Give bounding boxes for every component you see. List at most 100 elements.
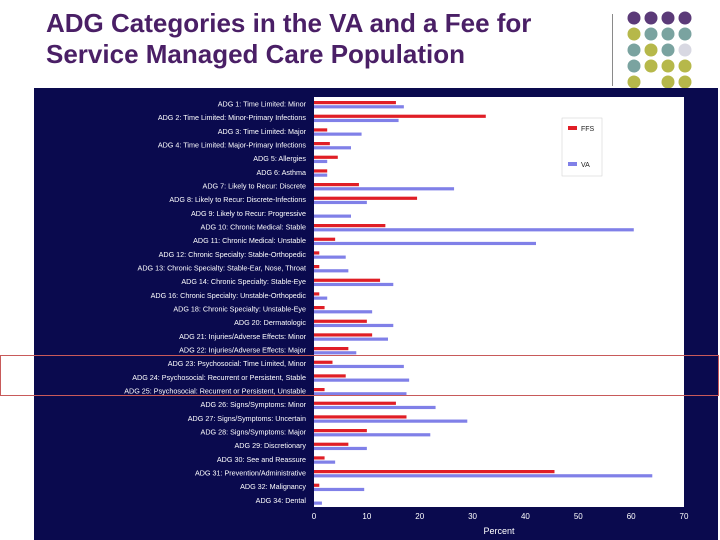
category-label: ADG 16: Chronic Specialty: Unstable-Orth… — [151, 291, 307, 300]
category-label: ADG 34: Dental — [256, 496, 307, 505]
x-tick-label: 30 — [468, 512, 477, 521]
x-tick-label: 70 — [680, 512, 689, 521]
category-label: ADG 9: Likely to Recur: Progressive — [191, 209, 306, 218]
bar-ffs-21 — [314, 388, 325, 392]
x-tick-label: 0 — [312, 512, 317, 521]
decorative-dot — [678, 11, 692, 25]
legend-swatch-ffs — [568, 126, 577, 130]
decorative-dot — [627, 59, 641, 73]
category-label: ADG 32: Malignancy — [240, 482, 306, 491]
x-tick-label: 60 — [627, 512, 636, 521]
bar-ffs-23 — [314, 415, 407, 419]
category-label: ADG 18: Chronic Specialty: Unstable-Eye — [173, 305, 306, 314]
category-label: ADG 22: Injuries/Adverse Effects: Major — [179, 346, 307, 355]
category-label: ADG 28: Signs/Symptoms: Major — [201, 428, 307, 437]
bar-va-24 — [314, 433, 431, 437]
bar-va-6 — [314, 187, 455, 191]
bar-ffs-28 — [314, 483, 320, 487]
bar-ffs-19 — [314, 360, 333, 364]
decorative-dot — [644, 11, 658, 25]
bar-ffs-15 — [314, 306, 325, 310]
bar-va-27 — [314, 474, 653, 478]
category-label: ADG 7: Likely to Recur: Discrete — [203, 182, 306, 191]
bar-va-9 — [314, 228, 634, 232]
category-label: ADG 2: Time Limited: Minor-Primary Infec… — [158, 113, 307, 122]
category-label: ADG 23: Psychosocial: Time Limited, Mino… — [168, 359, 307, 368]
category-label: ADG 24: Psychosocial: Recurrent or Persi… — [132, 373, 306, 382]
bar-chart: ADG 1: Time Limited: Minor ADG 2: Time Li… — [34, 88, 718, 540]
bar-va-25 — [314, 446, 367, 451]
category-label: ADG 4: Time Limited: Major-Primary Infec… — [158, 141, 307, 150]
bar-va-17 — [314, 337, 388, 341]
category-label: ADG 13: Chronic Specialty: Stable-Ear, N… — [138, 264, 306, 273]
category-label: ADG 3: Time Limited: Major — [218, 127, 307, 136]
bar-va-19 — [314, 364, 404, 369]
slide-title: ADG Categories in the VA and a Fee for S… — [46, 8, 532, 69]
bar-va-1 — [314, 118, 399, 123]
decorative-dot — [644, 59, 658, 73]
bar-va-11 — [314, 255, 346, 259]
category-label: ADG 25: Psychosocial: Recurrent or Persi… — [124, 387, 306, 396]
category-label: ADG 1: Time Limited: Minor — [218, 100, 307, 109]
x-tick-labels: 0 10 20 30 40 50 60 70 — [312, 512, 689, 521]
bar-ffs-1 — [314, 114, 486, 118]
decorative-dot-grid — [627, 11, 692, 89]
x-tick-label: 20 — [415, 512, 424, 521]
bar-ffs-13 — [314, 278, 381, 282]
legend: FFS VA — [561, 117, 603, 177]
bar-ffs-5 — [314, 169, 328, 173]
decorative-dot — [627, 11, 641, 25]
bar-ffs-20 — [314, 374, 346, 378]
category-label: ADG 30: See and Reassure — [217, 455, 306, 464]
category-label: ADG 21: Injuries/Adverse Effects: Minor — [179, 332, 307, 341]
category-label: ADG 10: Chronic Medical: Stable — [201, 223, 306, 232]
bar-ffs-6 — [314, 183, 359, 187]
legend-label-va: VA — [581, 162, 590, 169]
decorative-dot — [661, 59, 675, 73]
bar-va-5 — [314, 173, 328, 177]
bar-va-4 — [314, 159, 328, 164]
bar-va-28 — [314, 487, 365, 492]
bar-ffs-25 — [314, 442, 349, 446]
bar-va-2 — [314, 132, 362, 136]
bars-group — [314, 101, 653, 505]
category-label: ADG 6: Asthma — [256, 168, 306, 177]
bar-va-20 — [314, 378, 410, 382]
bar-va-18 — [314, 351, 357, 355]
decorative-dot — [661, 75, 675, 89]
bar-ffs-2 — [314, 128, 328, 132]
bar-va-0 — [314, 105, 404, 109]
bar-va-21 — [314, 392, 407, 396]
decorative-dot — [644, 27, 658, 41]
bar-va-15 — [314, 310, 373, 314]
bar-ffs-4 — [314, 155, 338, 159]
category-label: ADG 29: Discretionary — [235, 441, 307, 450]
decorative-dot — [661, 11, 675, 25]
bar-ffs-22 — [314, 401, 396, 405]
category-label: ADG 31: Prevention/Administrative — [195, 469, 306, 478]
decorative-dot — [678, 27, 692, 41]
plot-area — [314, 97, 684, 507]
category-labels: ADG 1: Time Limited: Minor ADG 2: Time Li… — [124, 100, 306, 505]
bar-ffs-0 — [314, 101, 396, 105]
bar-ffs-3 — [314, 142, 330, 146]
decorative-dot — [627, 27, 641, 41]
x-tick-label: 50 — [574, 512, 583, 521]
legend-swatch-va — [568, 162, 577, 166]
decorative-dot — [627, 75, 641, 89]
bar-ffs-26 — [314, 456, 325, 460]
category-label: ADG 27: Signs/Symptoms: Uncertain — [188, 414, 306, 423]
bar-va-23 — [314, 419, 468, 423]
decorative-dot — [678, 59, 692, 73]
bar-va-26 — [314, 460, 336, 464]
legend-box — [561, 117, 603, 177]
bar-ffs-9 — [314, 224, 386, 228]
bar-va-7 — [314, 200, 367, 205]
bar-ffs-24 — [314, 429, 367, 433]
category-label: ADG 20: Dermatologic — [234, 318, 306, 327]
decorative-dot — [678, 75, 692, 89]
decorative-dot — [661, 27, 675, 41]
decorative-dot — [644, 43, 658, 57]
category-label: ADG 26: Signs/Symptoms: Minor — [201, 400, 307, 409]
legend-label-ffs: FFS — [581, 126, 595, 133]
